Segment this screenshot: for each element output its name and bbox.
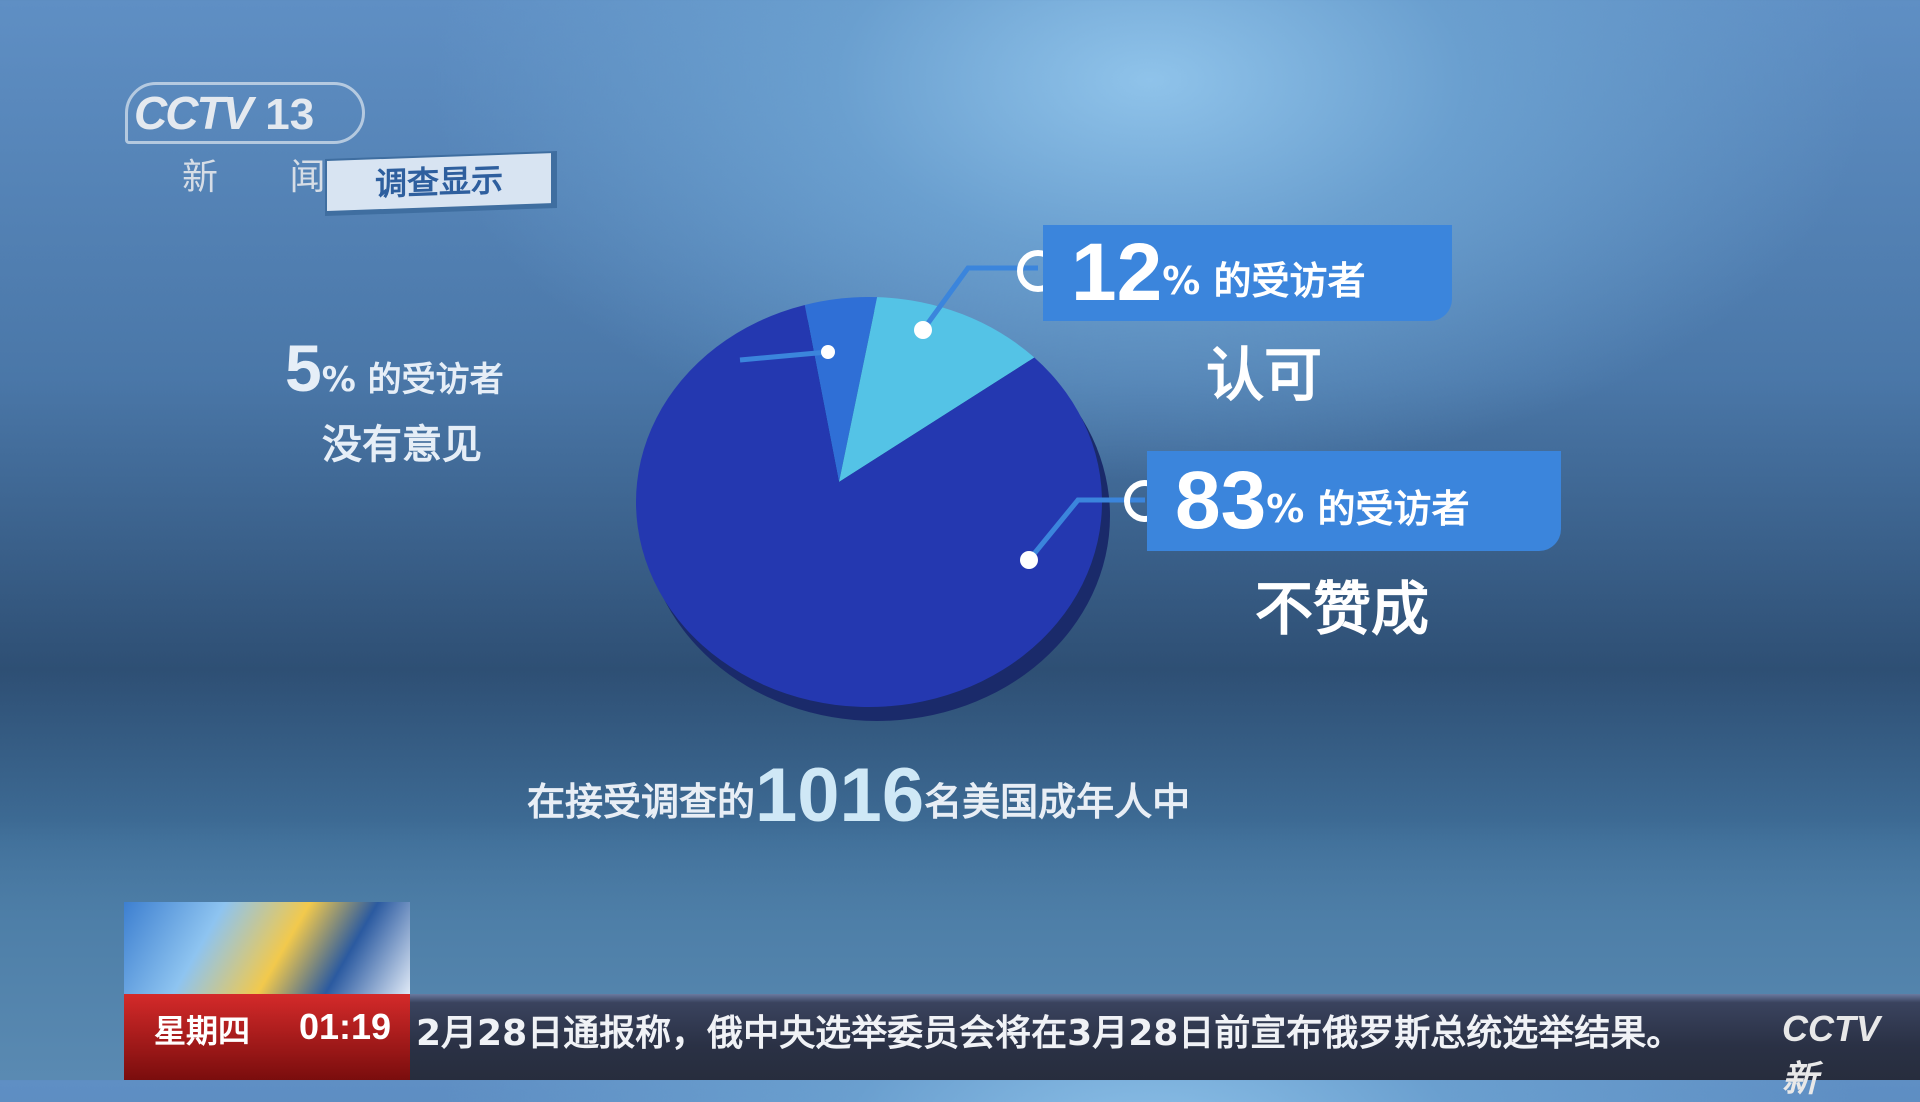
pie-slice [839, 297, 1035, 482]
channel-name: 新 闻 [182, 157, 356, 198]
leader-dot-83 [1020, 551, 1038, 569]
label-83pct: 83% 的受访者 [1147, 451, 1561, 551]
label-83pct-desc: 不赞成 [1255, 575, 1430, 643]
label-12pct: 12% 的受访者 [1043, 225, 1452, 321]
leader-line-83 [1027, 497, 1145, 562]
pie-slice [804, 297, 878, 482]
weekday: 星期四 [154, 1012, 251, 1050]
pie-slice [636, 304, 1102, 708]
leader-dot-5 [821, 345, 835, 359]
ticker-text: 2月28日通报称，俄中央选举委员会将在3月28日前宣布俄罗斯总统选举结果。 [416, 1013, 1683, 1054]
cctv13-logo: CCTV 13 [125, 82, 365, 144]
date-time-box: 星期四 01:19 [124, 994, 410, 1080]
survey-caption: 在接受调查的1016名美国成年人中 [527, 753, 1191, 838]
label-5pct-desc: 没有意见 [322, 422, 482, 468]
clock: 01:19 [299, 1006, 392, 1047]
news-ticker: 2月28日通报称，俄中央选举委员会将在3月28日前宣布俄罗斯总统选举结果。 CCT… [410, 994, 1920, 1099]
label-5pct: 5% 的受访者 [285, 331, 504, 405]
label-12pct-desc: 认可 [1206, 341, 1323, 409]
ticker-logo: CCTV 新 [1782, 1008, 1880, 1099]
leader-line-12 [920, 265, 1038, 332]
leader-line-5 [739, 349, 829, 363]
globe-thumbnail [124, 902, 410, 994]
leader-dot-12 [914, 321, 932, 339]
